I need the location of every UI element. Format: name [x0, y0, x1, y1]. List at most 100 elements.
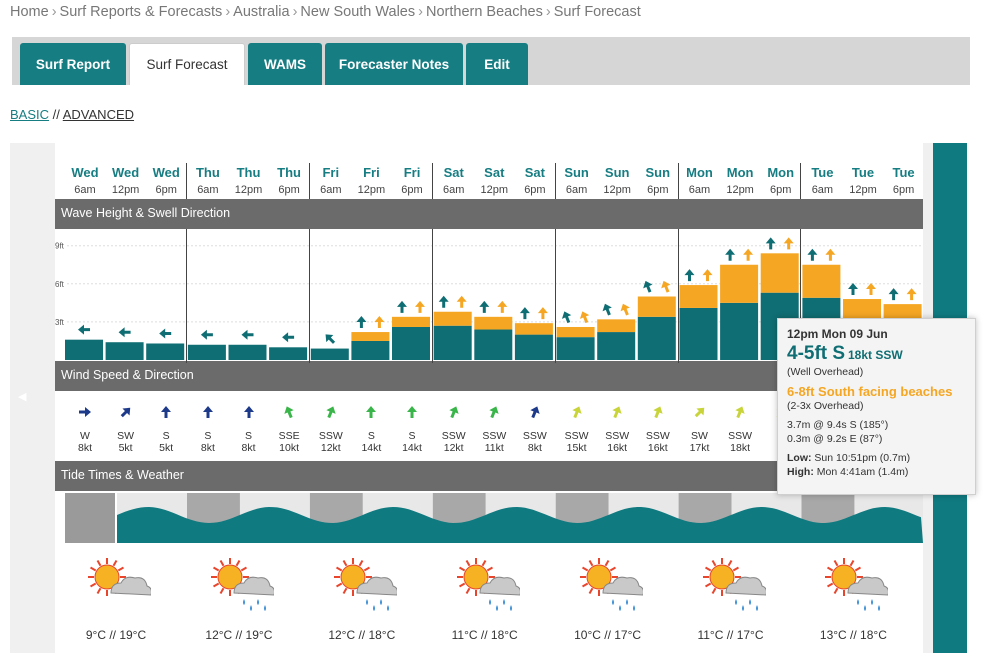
time-header: 12pm — [234, 184, 263, 196]
tab-surf-forecast[interactable]: Surf Forecast — [129, 43, 245, 85]
wave-bar[interactable] — [392, 326, 430, 360]
wind-speed: 8kt — [200, 442, 215, 454]
tooltip-high-label: High: — [787, 466, 814, 478]
wave-bar[interactable] — [65, 339, 103, 360]
wave-bar[interactable] — [597, 332, 636, 360]
temperature: 13°C // 18°C — [819, 628, 887, 642]
south-beach-bar[interactable] — [802, 264, 841, 298]
south-beach-bar[interactable] — [514, 323, 553, 335]
swell-direction-icon — [906, 288, 917, 301]
swell-direction-icon — [374, 316, 385, 329]
day-divider — [800, 163, 802, 199]
wave-bar[interactable] — [433, 325, 472, 360]
south-beach-bar[interactable] — [720, 264, 759, 303]
time-header: 6am — [197, 184, 219, 196]
day-divider — [308, 163, 310, 199]
sun-rain-icon — [333, 558, 398, 611]
time-header: 12pm — [480, 184, 509, 196]
wave-bar[interactable] — [105, 342, 144, 360]
wind-cell: SW 5kt — [106, 405, 146, 454]
axis-label: 6ft — [55, 280, 65, 289]
swell-direction-icon — [159, 328, 172, 339]
tooltip-low-label: Low: — [787, 452, 812, 464]
tab-wams[interactable]: WAMS — [248, 43, 322, 85]
wind-arrow-icon — [407, 406, 417, 418]
tab-surf-report[interactable]: Surf Report — [20, 43, 126, 85]
time-header: 6am — [320, 184, 342, 196]
south-beach-bar[interactable] — [474, 316, 513, 330]
day-header: Tue — [851, 165, 875, 180]
wind-arrow-icon — [366, 406, 377, 418]
wind-speed: 8kt — [527, 442, 542, 454]
wave-bar[interactable] — [269, 347, 308, 360]
scroll-left-icon[interactable]: ◀ — [18, 391, 27, 403]
day-header: Mon — [726, 165, 754, 180]
south-beach-bar[interactable] — [637, 296, 676, 317]
south-beach-bar[interactable] — [597, 319, 636, 333]
south-beach-bar[interactable] — [760, 253, 799, 293]
south-beach-bar[interactable] — [392, 316, 430, 327]
south-beach-bar[interactable] — [843, 299, 881, 319]
south-beach-bar[interactable] — [351, 332, 390, 341]
breadcrumb-item[interactable]: Australia — [233, 4, 290, 20]
breadcrumb-item[interactable]: Northern Beaches — [425, 4, 543, 20]
time-header: 6am — [811, 184, 834, 196]
breadcrumb-item[interactable]: New South Wales — [300, 4, 416, 20]
wind-cell: S 14kt — [351, 405, 391, 454]
south-beach-bar[interactable] — [883, 304, 922, 321]
swell-direction-icon — [783, 237, 794, 250]
swell-direction-icon — [497, 300, 508, 313]
temperature: 11°C // 17°C — [697, 628, 764, 642]
wind-direction: SSW — [645, 430, 670, 442]
wave-bar[interactable] — [474, 329, 513, 360]
south-beach-bar[interactable] — [433, 311, 472, 326]
breadcrumb-item[interactable]: Home — [10, 4, 49, 20]
wind-cell: SSW 16kt — [638, 405, 678, 454]
wind-speed: 14kt — [361, 442, 382, 454]
wave-bar[interactable] — [351, 340, 390, 360]
swell-direction-icon — [282, 332, 295, 343]
wave-bar[interactable] — [187, 344, 226, 360]
wind-cell: S 8kt — [229, 405, 269, 454]
breadcrumb-item[interactable]: Surf Reports & Forecasts — [59, 4, 223, 20]
wave-bar[interactable] — [146, 343, 185, 360]
wind-speed: 16kt — [647, 442, 668, 454]
tooltip-time: 12pm Mon 09 Jun — [787, 327, 888, 341]
tab-edit[interactable]: Edit — [466, 43, 528, 85]
wind-arrow-icon — [735, 406, 745, 419]
swell-direction-icon — [241, 329, 254, 340]
weather-cell: 11°C // 17°C — [670, 553, 792, 642]
day-header: Sun — [604, 165, 630, 180]
wind-cell: S 5kt — [146, 405, 186, 454]
wave-bar[interactable] — [310, 348, 349, 360]
breadcrumb-separator: › — [545, 4, 551, 20]
wind-arrow-icon — [571, 406, 582, 419]
breadcrumb-separator: › — [225, 4, 231, 20]
wave-bar[interactable] — [637, 316, 676, 360]
wave-bar[interactable] — [514, 334, 553, 360]
wave-bar[interactable] — [679, 307, 718, 360]
wind-direction: SW — [691, 430, 708, 442]
wave-bar[interactable] — [720, 302, 759, 360]
swell-direction-icon — [519, 307, 530, 320]
wind-arrow-icon — [694, 407, 704, 418]
day-header: Fri — [363, 165, 380, 180]
tab-forecaster-notes[interactable]: Forecaster Notes — [325, 43, 463, 85]
view-switcher: BASIC // ADVANCED — [10, 107, 134, 122]
day-header: Wed — [71, 165, 99, 180]
basic-view-link[interactable]: BASIC — [10, 107, 50, 122]
temperature: 12°C // 19°C — [205, 628, 273, 642]
wind-cell: S 8kt — [188, 405, 228, 454]
wind-cell: SW 17kt — [680, 405, 720, 454]
wave-bar[interactable] — [556, 337, 595, 360]
south-beach-bar[interactable] — [556, 326, 595, 338]
wind-cell: W 8kt — [65, 405, 105, 454]
swell-direction-icon — [579, 311, 590, 324]
south-beach-bar[interactable] — [679, 285, 718, 308]
day-header: Sat — [443, 165, 464, 180]
wave-bar[interactable] — [228, 344, 267, 360]
breadcrumb-item: Surf Forecast — [553, 4, 641, 20]
time-header: 6am — [442, 184, 465, 196]
advanced-view-link[interactable]: ADVANCED — [62, 107, 135, 122]
axis-label: 3ft — [55, 318, 65, 327]
